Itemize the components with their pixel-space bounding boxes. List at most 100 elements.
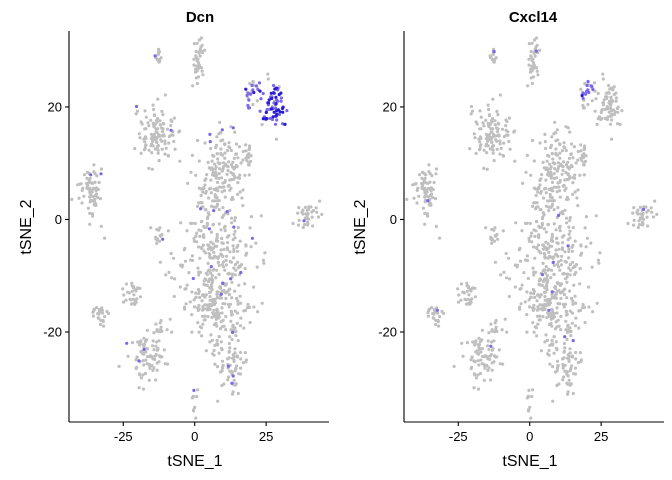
- cell-point: [167, 141, 171, 145]
- cell-point: [487, 107, 491, 112]
- cell-point: [565, 280, 569, 284]
- cell-point: [197, 273, 201, 277]
- cell-point: [305, 223, 310, 227]
- cell-point: [457, 293, 461, 297]
- cell-point: [438, 236, 442, 240]
- cell-point: [467, 285, 471, 289]
- cell-point: [483, 354, 487, 358]
- cell-point: [305, 217, 309, 221]
- cell-point: [552, 272, 556, 277]
- cell-point: [219, 228, 223, 232]
- cell-point: [532, 330, 536, 334]
- cell-point: [565, 195, 570, 200]
- cell-point: [222, 189, 227, 193]
- cell-point: [435, 308, 439, 312]
- cell-point: [547, 250, 551, 254]
- cell-point: [488, 357, 492, 362]
- cell-point: [530, 231, 534, 235]
- cell-point: [258, 89, 262, 93]
- cell-point: [650, 210, 654, 214]
- cell-point: [505, 119, 509, 124]
- cell-point: [266, 77, 270, 81]
- cell-point: [543, 132, 547, 136]
- cell-point: [199, 220, 204, 224]
- cell-point: [487, 114, 492, 118]
- cell-point: [216, 313, 220, 317]
- cell-point: [499, 273, 503, 277]
- cell-point: [490, 120, 494, 124]
- cell-point: [154, 353, 158, 357]
- cell-point: [539, 208, 543, 212]
- cell-point: [592, 81, 597, 85]
- cell-point: [465, 289, 469, 293]
- cell-point: [478, 371, 483, 376]
- cell-point: [248, 81, 252, 86]
- cell-point: [130, 341, 135, 345]
- cell-point: [235, 311, 240, 315]
- cell-point: [183, 259, 188, 263]
- cell-point: [151, 339, 155, 343]
- cell-point: [579, 156, 583, 160]
- cell-point: [590, 265, 594, 269]
- cell-point: [587, 90, 591, 95]
- cell-point: [525, 153, 530, 157]
- cell-point: [558, 151, 562, 155]
- cell-point: [255, 265, 259, 269]
- cell-point: [214, 173, 218, 177]
- cell-point: [579, 360, 583, 364]
- cell-point: [479, 358, 483, 362]
- cell-point: [614, 96, 619, 100]
- cell-point: [482, 124, 486, 128]
- cell-point: [465, 281, 469, 285]
- cell-point: [266, 72, 270, 76]
- cell-point: [423, 211, 427, 215]
- cell-point: [209, 265, 213, 269]
- cell-point: [434, 318, 438, 322]
- cell-point: [562, 293, 567, 297]
- cell-point: [198, 234, 202, 238]
- cell-point: [546, 300, 550, 304]
- cell-point: [215, 152, 219, 156]
- cell-point: [437, 324, 441, 328]
- cell-point: [556, 167, 560, 171]
- cell-point: [507, 294, 511, 299]
- cell-point: [473, 343, 477, 347]
- cell-point: [583, 226, 587, 230]
- cell-point: [476, 359, 480, 363]
- cell-point: [213, 162, 217, 166]
- cell-point: [655, 212, 659, 216]
- cell-point: [122, 293, 126, 297]
- cell-point: [641, 207, 646, 211]
- cell-point: [405, 197, 409, 201]
- cell-point: [413, 182, 417, 186]
- cell-point: [192, 388, 196, 392]
- cell-point: [569, 152, 573, 156]
- cell-point: [476, 351, 480, 355]
- cell-point: [260, 122, 264, 127]
- cell-point: [555, 325, 559, 329]
- cell-point: [117, 364, 121, 368]
- cell-point: [543, 277, 547, 281]
- cell-point: [206, 243, 210, 247]
- cell-point: [223, 195, 227, 199]
- cell-point: [169, 251, 173, 256]
- cell-point: [590, 99, 594, 103]
- cell-point: [565, 216, 569, 220]
- cell-point: [532, 289, 536, 293]
- cell-point: [205, 173, 209, 177]
- cell-point: [612, 112, 617, 117]
- cell-point: [492, 57, 496, 62]
- cell-point: [137, 132, 141, 136]
- cell-point: [141, 387, 146, 391]
- cell-point: [491, 117, 495, 121]
- cell-point: [219, 252, 223, 256]
- cell-point: [160, 130, 164, 134]
- cell-point: [229, 369, 233, 373]
- cell-point: [429, 186, 433, 190]
- cell-point: [238, 294, 242, 298]
- cell-point: [141, 359, 145, 363]
- cell-point: [200, 299, 204, 303]
- cell-point: [301, 212, 305, 216]
- cell-point: [626, 221, 630, 226]
- cell-point: [236, 391, 240, 396]
